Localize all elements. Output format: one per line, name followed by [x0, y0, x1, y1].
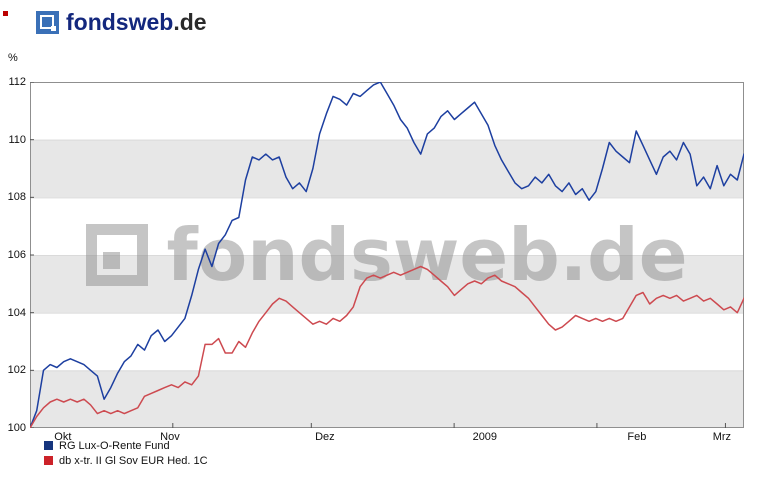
legend-swatch-blue — [44, 441, 53, 450]
legend-item: db x-tr. II Gl Sov EUR Hed. 1C — [44, 453, 208, 468]
fondsweb-logo-text: fondsweb.de — [66, 9, 207, 36]
y-axis-tick-label: 112 — [8, 76, 26, 88]
y-axis-tick-label: 108 — [7, 191, 26, 204]
x-axis-tick-label: Dez — [315, 431, 335, 443]
y-axis-tick-label: 104 — [7, 306, 26, 319]
chart-lines-svg — [30, 82, 744, 428]
y-axis-unit-label: % — [8, 52, 18, 64]
logo-text-suffix: .de — [173, 9, 207, 35]
y-axis-tick-label: 102 — [7, 364, 26, 377]
y-axis-tick-label: 110 — [8, 133, 26, 146]
chart-background-svg — [30, 82, 744, 428]
legend-label: RG Lux-O-Rente Fund — [59, 439, 170, 452]
legend-label: db x-tr. II Gl Sov EUR Hed. 1C — [59, 454, 208, 467]
legend-item: RG Lux-O-Rente Fund — [44, 438, 208, 453]
x-axis-tick-label: Mrz — [712, 431, 732, 443]
y-axis-tick-label: 100 — [7, 422, 26, 434]
x-axis-tick-label: 2009 — [472, 431, 498, 443]
y-axis-tick-label: 106 — [7, 249, 26, 261]
plot-area: fondsweb.de — [30, 82, 744, 428]
legend: RG Lux-O-Rente Fund db x-tr. II Gl Sov E… — [44, 438, 208, 468]
fondsweb-logo-icon — [36, 11, 59, 34]
logo-text-main: fondsweb — [66, 9, 174, 35]
legend-swatch-red — [44, 456, 53, 465]
corner-mark — [3, 11, 8, 16]
fondsweb-logo: fondsweb.de — [36, 9, 207, 36]
x-axis-tick-label: Feb — [627, 431, 647, 443]
